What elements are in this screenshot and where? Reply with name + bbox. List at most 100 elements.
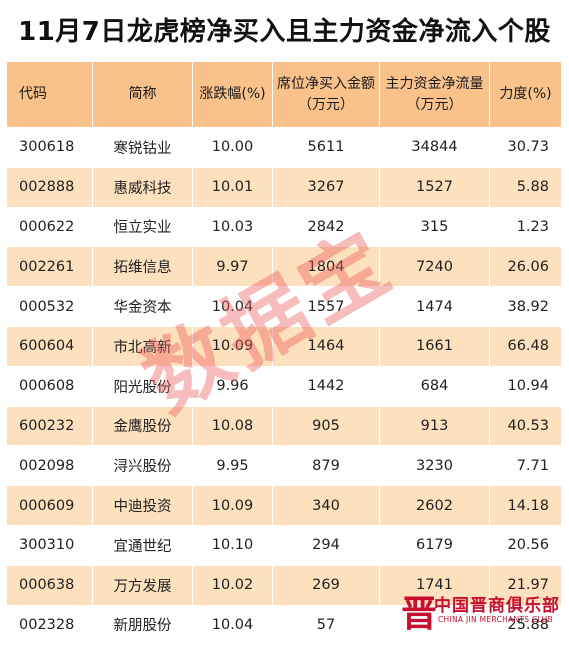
cell-strength: 30.73 [489, 127, 562, 168]
cell-seat-net-buy: 905 [272, 405, 380, 447]
cell-name: 新朋股份 [92, 604, 193, 645]
cell-strength: 21.97 [489, 564, 562, 606]
cell-name: 拓维信息 [92, 246, 193, 288]
cell-code: 000638 [6, 564, 93, 606]
cell-main-net-flow: 1741 [379, 564, 490, 606]
cell-name: 宜通世纪 [92, 524, 193, 566]
cell-seat-net-buy: 269 [272, 564, 380, 606]
cell-seat-net-buy: 1442 [272, 365, 380, 407]
cell-seat-net-buy: 57 [272, 604, 380, 645]
table-row: 000622 恒立实业 10.03 2842 315 1.23 [6, 206, 562, 248]
cell-main-net-flow: 1527 [379, 166, 490, 208]
cell-seat-net-buy: 1557 [272, 286, 380, 327]
table-row: 300310 宜通世纪 10.10 294 6179 20.56 [6, 524, 562, 566]
cell-main-net-flow: 684 [379, 365, 490, 407]
cell-code: 002328 [6, 604, 93, 645]
header-code: 代码 [6, 61, 93, 128]
cell-seat-net-buy: 340 [272, 485, 380, 526]
table-row: 002328 新朋股份 10.04 57 25.88 [6, 604, 562, 645]
cell-change-pct: 10.04 [192, 286, 273, 327]
cell-strength: 10.94 [489, 365, 562, 407]
cell-strength: 1.23 [489, 206, 562, 248]
cell-seat-net-buy: 3267 [272, 166, 380, 208]
cell-seat-net-buy: 879 [272, 445, 380, 487]
cell-name: 寒锐钴业 [92, 127, 193, 168]
cell-change-pct: 10.04 [192, 604, 273, 645]
cell-main-net-flow: 315 [379, 206, 490, 248]
cell-strength: 38.92 [489, 286, 562, 327]
cell-code: 300310 [6, 524, 93, 566]
cell-code: 000622 [6, 206, 93, 248]
cell-main-net-flow: 7240 [379, 246, 490, 288]
cell-seat-net-buy: 1804 [272, 246, 380, 288]
cell-change-pct: 10.08 [192, 405, 273, 447]
cell-seat-net-buy: 1464 [272, 325, 380, 367]
cell-strength: 7.71 [489, 445, 562, 487]
cell-code: 000609 [6, 485, 93, 526]
cell-seat-net-buy: 5611 [272, 127, 380, 168]
cell-main-net-flow: 6179 [379, 524, 490, 566]
header-change-pct: 涨跌幅(%) [192, 61, 273, 128]
cell-change-pct: 10.09 [192, 325, 273, 367]
cell-main-net-flow [379, 604, 490, 645]
cell-code: 600604 [6, 325, 93, 367]
cell-name: 市北高新 [92, 325, 193, 367]
table-row: 600604 市北高新 10.09 1464 1661 66.48 [6, 325, 562, 367]
header-seat-net-buy: 席位净买入金额（万元） [272, 61, 380, 128]
table-row: 600232 金鹰股份 10.08 905 913 40.53 [6, 405, 562, 447]
table-row: 300618 寒锐钴业 10.00 5611 34844 30.73 [6, 127, 562, 168]
cell-strength: 20.56 [489, 524, 562, 566]
cell-change-pct: 10.10 [192, 524, 273, 566]
cell-change-pct: 10.00 [192, 127, 273, 168]
cell-main-net-flow: 1661 [379, 325, 490, 367]
cell-seat-net-buy: 2842 [272, 206, 380, 248]
cell-main-net-flow: 3230 [379, 445, 490, 487]
cell-name: 万方发展 [92, 564, 193, 606]
header-name: 简称 [92, 61, 193, 128]
cell-name: 惠威科技 [92, 166, 193, 208]
cell-main-net-flow: 34844 [379, 127, 490, 168]
cell-name: 金鹰股份 [92, 405, 193, 447]
table-row: 000609 中迪投资 10.09 340 2602 14.18 [6, 485, 562, 526]
cell-strength: 40.53 [489, 405, 562, 447]
cell-strength: 25.88 [489, 604, 562, 645]
cell-change-pct: 10.03 [192, 206, 273, 248]
cell-code: 000532 [6, 286, 93, 327]
cell-name: 浔兴股份 [92, 445, 193, 487]
cell-seat-net-buy: 294 [272, 524, 380, 566]
cell-name: 恒立实业 [92, 206, 193, 248]
table-row: 002098 浔兴股份 9.95 879 3230 7.71 [6, 445, 562, 487]
cell-change-pct: 9.96 [192, 365, 273, 407]
cell-main-net-flow: 1474 [379, 286, 490, 327]
cell-strength: 5.88 [489, 166, 562, 208]
cell-change-pct: 9.97 [192, 246, 273, 288]
cell-code: 300618 [6, 127, 93, 168]
cell-name: 中迪投资 [92, 485, 193, 526]
cell-main-net-flow: 2602 [379, 485, 490, 526]
cell-name: 华金资本 [92, 286, 193, 327]
header-row: 代码 简称 涨跌幅(%) 席位净买入金额（万元） 主力资金净流量（万元） 力度(… [6, 61, 562, 128]
cell-change-pct: 10.01 [192, 166, 273, 208]
table-row: 002888 惠威科技 10.01 3267 1527 5.88 [6, 166, 562, 208]
header-strength: 力度(%) [489, 61, 562, 128]
header-main-net-flow: 主力资金净流量（万元） [379, 61, 490, 128]
cell-name: 阳光股份 [92, 365, 193, 407]
table-row: 002261 拓维信息 9.97 1804 7240 26.06 [6, 246, 562, 288]
table-row: 000608 阳光股份 9.96 1442 684 10.94 [6, 365, 562, 407]
cell-strength: 26.06 [489, 246, 562, 288]
cell-code: 002888 [6, 166, 93, 208]
cell-code: 600232 [6, 405, 93, 447]
table-body: 300618 寒锐钴业 10.00 5611 34844 30.73 002888 惠威科技 1… [6, 127, 562, 645]
stock-table: 代码 简称 涨跌幅(%) 席位净买入金额（万元） 主力资金净流量（万元） 力度(… [6, 61, 562, 645]
cell-code: 000608 [6, 365, 93, 407]
cell-change-pct: 10.02 [192, 564, 273, 606]
table-row: 000532 华金资本 10.04 1557 1474 38.92 [6, 286, 562, 327]
cell-change-pct: 9.95 [192, 445, 273, 487]
cell-code: 002261 [6, 246, 93, 288]
cell-main-net-flow: 913 [379, 405, 490, 447]
cell-strength: 66.48 [489, 325, 562, 367]
cell-strength: 14.18 [489, 485, 562, 526]
table-row: 000638 万方发展 10.02 269 1741 21.97 [6, 564, 562, 606]
cell-code: 002098 [6, 445, 93, 487]
cell-change-pct: 10.09 [192, 485, 273, 526]
